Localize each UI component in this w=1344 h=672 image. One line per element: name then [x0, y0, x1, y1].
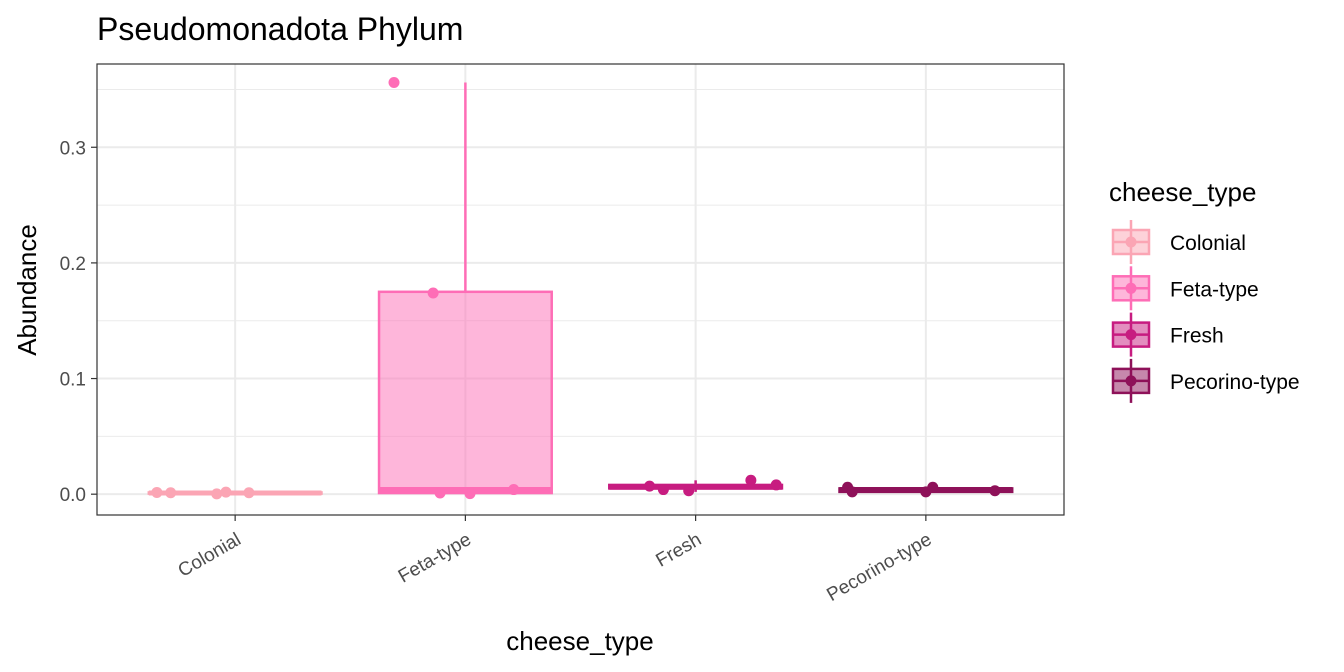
x-tick-label: Pecorino-type	[823, 529, 935, 606]
x-axis: Colonial Feta-type Fresh Pecorino-type	[175, 515, 935, 606]
data-point	[165, 487, 177, 499]
legend-key-point	[1125, 282, 1137, 294]
x-tick-label: Feta-type	[395, 529, 475, 587]
data-point	[644, 480, 656, 492]
legend-item-pecorino-type: Pecorino-type	[1111, 358, 1300, 403]
data-point	[657, 484, 669, 496]
y-tick-label: 0.2	[60, 254, 86, 275]
y-tick-label: 0.1	[60, 370, 86, 391]
box-fresh	[608, 480, 784, 492]
y-axis: 0.0 0.1 0.2 0.3	[60, 138, 97, 506]
data-point	[683, 485, 695, 497]
data-point	[745, 474, 757, 486]
chart-title: Pseudomonadota Phylum	[97, 11, 463, 47]
legend-item-feta-type: Feta-type	[1111, 266, 1259, 311]
box-colonial	[147, 490, 323, 496]
legend-item-colonial: Colonial	[1111, 220, 1246, 264]
legend-key-point	[1125, 329, 1137, 341]
legend-key-point	[1125, 375, 1137, 387]
data-point	[243, 487, 255, 499]
legend-label: Pecorino-type	[1170, 371, 1300, 394]
legend-label: Feta-type	[1170, 278, 1259, 301]
data-point	[151, 486, 163, 498]
legend: cheese_type Colonial Feta-type Fresh Pecori…	[1109, 177, 1300, 403]
plot-border	[96, 63, 1065, 516]
data-point	[211, 488, 223, 500]
legend-key-point	[1125, 236, 1137, 248]
data-point	[434, 487, 446, 499]
data-point	[770, 479, 782, 491]
points	[151, 77, 1001, 500]
legend-title: cheese_type	[1109, 177, 1256, 207]
data-point	[927, 481, 939, 493]
data-point	[846, 486, 858, 498]
data-point	[989, 485, 1001, 497]
x-axis-title: cheese_type	[506, 626, 653, 656]
data-point	[508, 484, 520, 496]
y-axis-title: Abundance	[12, 224, 42, 356]
plot-panel	[97, 64, 1064, 515]
data-point	[220, 486, 232, 498]
legend-label: Fresh	[1170, 325, 1224, 348]
legend-label: Colonial	[1170, 232, 1246, 255]
data-point	[464, 488, 476, 500]
legend-item-fresh: Fresh	[1111, 312, 1224, 357]
data-point	[427, 287, 439, 299]
x-tick-label: Colonial	[175, 529, 245, 582]
y-tick-label: 0.0	[60, 485, 86, 506]
box-body	[377, 290, 553, 495]
x-tick-label: Fresh	[653, 529, 706, 571]
y-tick-label: 0.3	[60, 138, 86, 159]
data-point	[388, 77, 400, 89]
